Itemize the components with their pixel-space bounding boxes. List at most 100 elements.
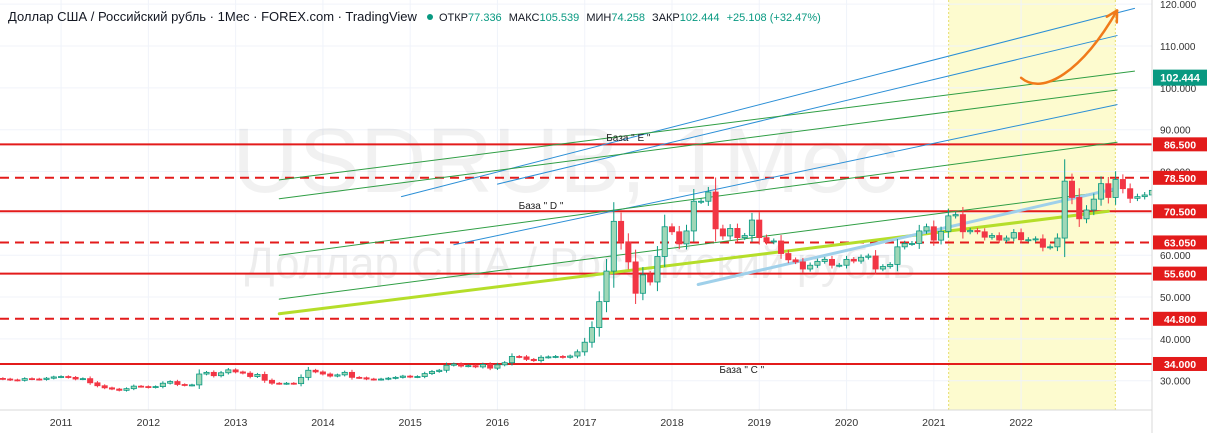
candle-body [647,274,654,283]
candle-body [1083,209,1090,220]
candle-body [748,219,755,236]
candle-body [1112,179,1119,198]
candle-body [72,376,79,380]
candle-body [625,241,632,263]
x-tick-label: 2012 [137,417,161,429]
candle-body [807,264,814,270]
candle-body [58,376,65,378]
level-label-bg [1153,356,1207,371]
candle-body [792,259,799,263]
candle-body [610,220,617,272]
candle-body [785,253,792,261]
candle-body [225,369,232,374]
y-tick-label: 30.000 [1160,377,1191,388]
candle-body [159,382,166,387]
x-tick-label: 2011 [50,417,73,429]
candle-body [327,373,334,377]
candle-body [1141,194,1148,198]
level-label: 78.500 [1164,173,1196,185]
y-tick-label: 50.000 [1160,293,1191,304]
trendline-blue [496,35,1118,185]
candle-body [428,371,435,375]
candle-body [756,219,763,239]
candle-body [218,372,225,377]
candle-body [181,384,188,386]
candle-body [574,351,581,357]
candle-body [901,243,908,248]
annotation-label: База " С " [719,365,764,376]
price-axis[interactable]: 30.00040.00050.00060.00070.00080.00090.0… [1153,0,1207,388]
candle-body [79,378,86,381]
status-dot-icon [426,14,433,20]
candle-body [959,214,966,233]
candle-body [734,228,741,239]
candle-body [1105,183,1112,198]
candles [0,159,1209,392]
candle-body [167,381,174,384]
candle-body [545,356,552,359]
candle-body [916,230,923,244]
candle-body [581,341,588,353]
candle-body [348,371,355,378]
candle-body [836,264,843,267]
low-value: 74.258 [611,12,645,24]
annotation-label: База " E " [606,133,651,144]
change-value: +25.108 (+32.47%) [726,12,821,24]
candle-body [436,369,443,372]
candle-body [378,378,385,381]
candle-body [116,388,123,391]
ohlc-readout: ОТКР77.336 МАКС105.539 МИН74.258 ЗАКР102… [426,12,821,24]
candle-body [65,376,72,378]
candle-body [108,387,115,390]
y-tick-label: 60.000 [1160,251,1191,262]
y-tick-label: 110.000 [1160,42,1196,53]
candle-body [94,382,101,387]
candle-body [1090,198,1097,211]
candle-body [974,230,981,233]
candle-body [639,274,646,294]
candle-body [290,382,297,385]
candle-body [334,374,341,377]
x-tick-label: 2022 [1009,417,1033,429]
candle-body [843,258,850,266]
candle-body [1010,232,1017,239]
candle-body [1134,196,1141,199]
candle-body [421,373,428,377]
horizontal-levels [0,143,1152,365]
level-label: 34.000 [1164,359,1196,371]
level-label: 86.500 [1164,139,1196,151]
candle-body [588,327,595,343]
candle-body [1119,179,1126,190]
symbol-title[interactable]: Доллар США / Российский рубль · 1Мес · F… [8,9,417,24]
open-value: 77.336 [468,12,502,24]
time-axis[interactable]: 2011 2012 2013 2014 2015 2016 2017 2018 2019 2020… [50,417,1033,429]
candle-body [770,240,777,243]
candle-body [923,226,930,232]
candle-body [254,374,261,377]
candle-body [239,371,246,374]
candle-body [7,378,14,381]
trendline-blue [453,104,1118,246]
candle-body [487,363,494,369]
candle-body [1076,197,1083,220]
level-price-labels: 86.500 78.500 70.500 63.050 55.600 44.800 34.0… [1153,137,1207,371]
candle-body [14,379,21,382]
trendline-green [278,70,1136,181]
candle-body [981,231,988,238]
candle-body [276,382,283,385]
watermark-symbol: USDRUB, 1Мес [232,110,898,212]
candle-body [363,377,370,380]
candle-body [21,378,28,381]
candle-body [392,376,399,379]
candle-body [661,226,668,257]
candle-body [305,369,312,378]
current-price-bg [1153,69,1207,86]
candle-body [174,381,181,385]
current-price-label: 102.444 [1160,73,1201,85]
candle-body [101,385,108,389]
candle-body [1054,237,1061,248]
candle-body [472,365,479,368]
candle-body [683,230,690,245]
level-label-bg [1153,170,1207,185]
